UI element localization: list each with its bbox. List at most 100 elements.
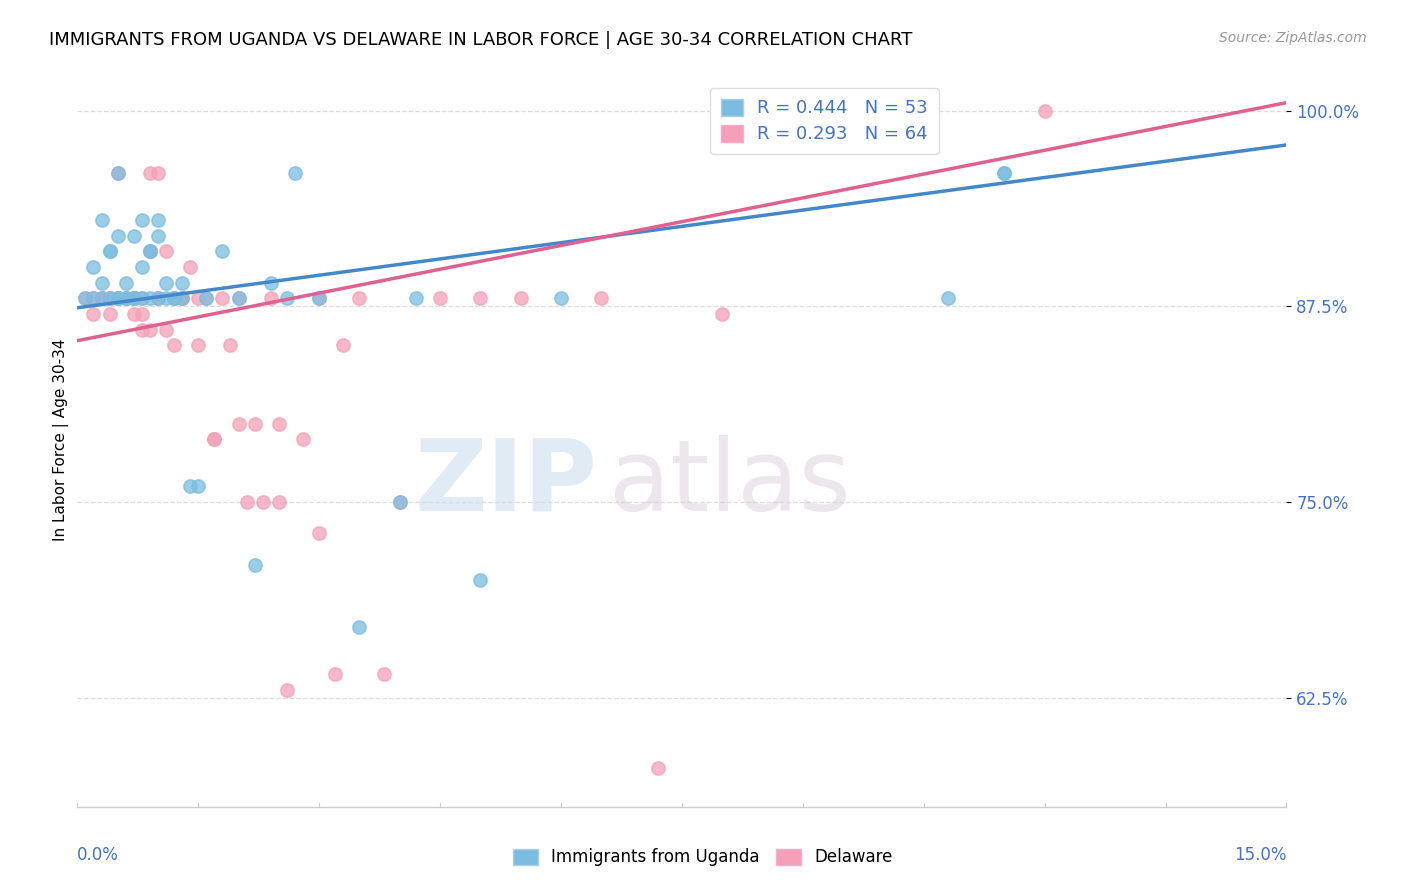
Point <box>75 292 97 306</box>
Point <box>131 213 153 227</box>
Point <box>122 307 145 321</box>
Point <box>82 292 104 306</box>
Point <box>235 495 257 509</box>
Point <box>228 292 250 306</box>
Point <box>349 292 371 306</box>
Legend: R = 0.444   N = 53, R = 0.293   N = 64: R = 0.444 N = 53, R = 0.293 N = 64 <box>710 87 939 154</box>
Point <box>591 292 613 306</box>
Point <box>936 292 959 306</box>
Point <box>470 292 492 306</box>
Point <box>163 292 186 306</box>
Point <box>388 495 411 509</box>
Point <box>107 166 129 180</box>
Point <box>187 338 209 352</box>
Point <box>82 260 104 274</box>
Point <box>195 292 218 306</box>
Point <box>122 292 145 306</box>
Point <box>114 292 136 306</box>
Point <box>146 292 169 306</box>
Point <box>82 307 104 321</box>
Point <box>114 292 136 306</box>
Point <box>90 276 112 290</box>
Point <box>647 761 669 775</box>
Point <box>195 292 218 306</box>
Text: atlas: atlas <box>609 435 851 532</box>
Point <box>993 166 1015 180</box>
Point <box>139 244 162 259</box>
Point <box>228 417 250 431</box>
Point <box>187 292 209 306</box>
Point <box>179 260 201 274</box>
Point <box>90 292 112 306</box>
Point <box>107 292 129 306</box>
Point <box>179 479 201 493</box>
Point <box>292 432 315 446</box>
Point <box>139 292 162 306</box>
Point <box>163 338 186 352</box>
Point <box>98 292 121 306</box>
Point <box>107 292 129 306</box>
Point <box>211 292 233 306</box>
Point <box>146 213 169 227</box>
Point <box>163 292 186 306</box>
Point <box>139 244 162 259</box>
Point <box>219 338 242 352</box>
Point <box>172 276 194 290</box>
Text: 0.0%: 0.0% <box>77 847 120 864</box>
Text: ZIP: ZIP <box>415 435 598 532</box>
Point <box>98 244 121 259</box>
Point <box>75 292 97 306</box>
Point <box>993 166 1015 180</box>
Point <box>276 682 298 697</box>
Point <box>711 307 734 321</box>
Point <box>267 417 290 431</box>
Point <box>114 292 136 306</box>
Point <box>146 228 169 243</box>
Point <box>202 432 225 446</box>
Text: 15.0%: 15.0% <box>1234 847 1286 864</box>
Point <box>373 667 395 681</box>
Point <box>90 292 112 306</box>
Point <box>131 307 153 321</box>
Point <box>90 213 112 227</box>
Text: IMMIGRANTS FROM UGANDA VS DELAWARE IN LABOR FORCE | AGE 30-34 CORRELATION CHART: IMMIGRANTS FROM UGANDA VS DELAWARE IN LA… <box>49 31 912 49</box>
Point <box>146 166 169 180</box>
Text: Source: ZipAtlas.com: Source: ZipAtlas.com <box>1219 31 1367 45</box>
Point <box>131 323 153 337</box>
Point <box>98 307 121 321</box>
Point <box>131 260 153 274</box>
Point <box>308 526 330 541</box>
Point <box>349 620 371 634</box>
Point <box>260 276 283 290</box>
Point <box>114 292 136 306</box>
Point <box>82 292 104 306</box>
Point <box>429 292 451 306</box>
Point <box>98 244 121 259</box>
Point <box>122 292 145 306</box>
Point <box>202 432 225 446</box>
Point <box>114 292 136 306</box>
Point <box>323 667 346 681</box>
Point <box>107 228 129 243</box>
Point <box>308 292 330 306</box>
Legend: Immigrants from Uganda, Delaware: Immigrants from Uganda, Delaware <box>506 842 900 873</box>
Point <box>308 292 330 306</box>
Point <box>172 292 194 306</box>
Point <box>146 292 169 306</box>
Point <box>243 417 266 431</box>
Point <box>228 292 250 306</box>
Point <box>260 292 283 306</box>
Point <box>131 292 153 306</box>
Point <box>172 292 194 306</box>
Point <box>155 323 177 337</box>
Point <box>146 292 169 306</box>
Point <box>211 244 233 259</box>
Point <box>107 292 129 306</box>
Point <box>155 276 177 290</box>
Point <box>470 573 492 587</box>
Y-axis label: In Labor Force | Age 30-34: In Labor Force | Age 30-34 <box>53 338 69 541</box>
Point <box>163 292 186 306</box>
Point <box>332 338 354 352</box>
Point <box>252 495 274 509</box>
Point <box>114 276 136 290</box>
